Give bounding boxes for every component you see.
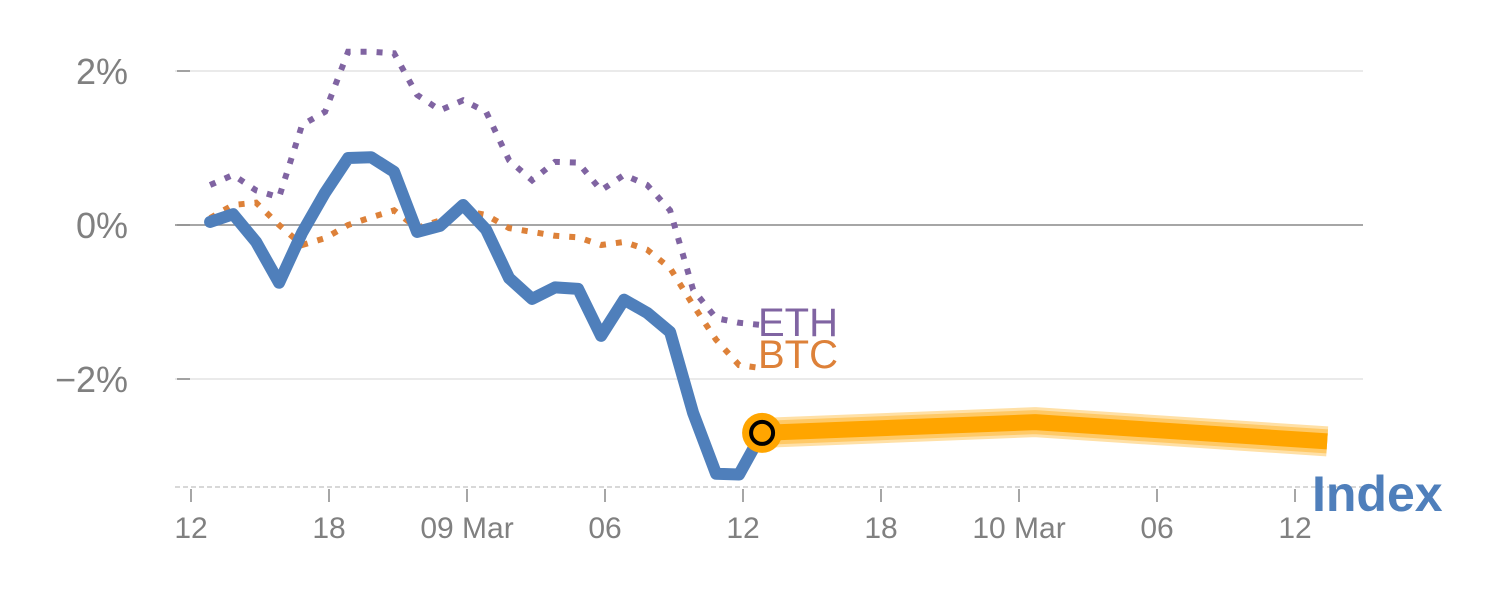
series-index xyxy=(204,151,769,481)
forecast-line xyxy=(761,414,1328,450)
legend-label-btc: BTC xyxy=(758,333,838,377)
x-axis: 12 18 09 Mar 06 12 18 10 Mar 06 12 xyxy=(174,486,1363,545)
x-tick-label: 12 xyxy=(174,512,207,545)
x-tick-label: 12 xyxy=(726,512,759,545)
legend-label-eth: ETH xyxy=(758,301,838,345)
legend-label-index: Index xyxy=(1312,466,1443,522)
y-tick-label: −2% xyxy=(55,359,128,400)
series-eth xyxy=(208,48,763,329)
x-tick-label: 10 Mar xyxy=(972,512,1065,545)
y-axis: 2% 0% −2% xyxy=(55,51,190,400)
y-tick-label: 0% xyxy=(76,205,128,246)
series-lines xyxy=(204,48,1329,481)
x-tick-label: 12 xyxy=(1278,512,1311,545)
x-tick-label: 06 xyxy=(1140,512,1173,545)
x-tick-label: 06 xyxy=(588,512,621,545)
y-tick-label: 2% xyxy=(76,51,128,92)
x-tick-label: 18 xyxy=(864,512,897,545)
current-point-marker-ring xyxy=(749,419,776,446)
x-tick-label: 09 Mar xyxy=(420,512,513,545)
x-tick-label: 18 xyxy=(312,512,345,545)
grid-lines xyxy=(175,70,1363,380)
